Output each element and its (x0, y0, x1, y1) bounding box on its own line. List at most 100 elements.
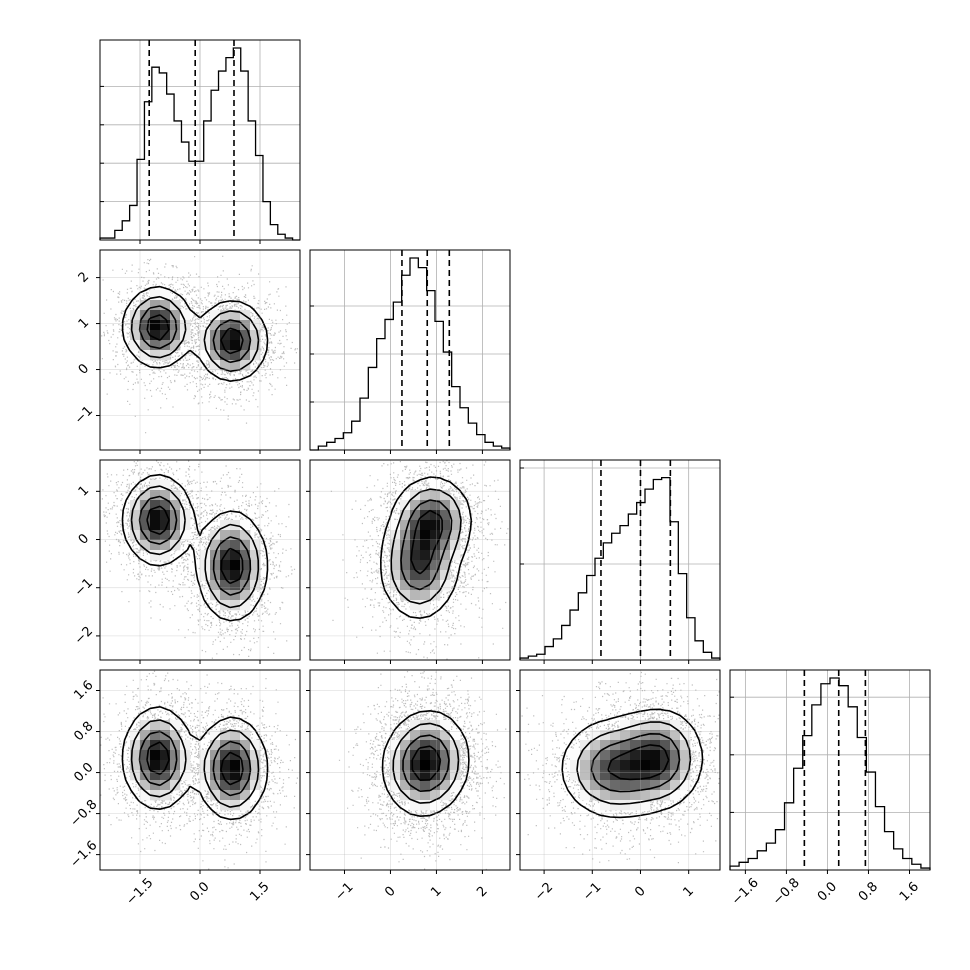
density-cell (200, 350, 211, 361)
density-cell (600, 740, 611, 751)
density-cell (680, 750, 691, 761)
contour-line (121, 285, 269, 382)
density-cell (630, 770, 641, 781)
density-cell (430, 780, 441, 791)
density-cell (440, 780, 451, 791)
density-cell (640, 790, 651, 801)
y-tick-label: 0 (76, 361, 92, 377)
density-cell (420, 590, 431, 601)
density-cell (160, 320, 171, 331)
density-cell (570, 750, 581, 761)
contour-line (121, 706, 269, 821)
density-cell (420, 510, 431, 521)
density-cell (230, 760, 241, 771)
x-tick-label: 1 (680, 884, 696, 900)
density-cell (250, 760, 261, 771)
density-cell (240, 770, 251, 781)
y-tick-label: 1 (76, 315, 92, 331)
density-cell (170, 780, 181, 791)
contour-line (130, 295, 260, 373)
density-cell (410, 730, 421, 741)
density-cell (580, 780, 591, 791)
density-cell (240, 540, 251, 551)
density-cell (140, 510, 151, 521)
histogram-step (310, 257, 511, 451)
density-cell (610, 790, 621, 801)
density-cell (590, 740, 601, 751)
contour-line (561, 708, 704, 819)
density-cell (400, 500, 411, 511)
density-cell (170, 340, 181, 351)
x-tick-label: −1 (580, 880, 604, 904)
density-cell (160, 740, 171, 751)
density-cell (400, 540, 411, 551)
histogram-step (99, 47, 300, 241)
contour-line (576, 721, 692, 805)
density-cell (240, 360, 251, 371)
density-cell (650, 760, 661, 771)
y-tick-label: 0.8 (71, 719, 96, 744)
density-cell (180, 770, 191, 781)
density-cell (430, 540, 441, 551)
density-cell (410, 580, 421, 591)
density-cell (420, 550, 431, 561)
density-cell (620, 730, 631, 741)
density-cell (610, 750, 621, 761)
density-cell (630, 730, 641, 741)
contour-line (146, 505, 244, 585)
density-layer (330, 460, 509, 660)
density-layer (100, 670, 298, 870)
density-cell (160, 530, 171, 541)
density-cell (610, 730, 621, 741)
panel-frame (99, 459, 301, 661)
density-cell (130, 740, 141, 751)
density-cell (660, 760, 671, 771)
density-cell (420, 770, 431, 781)
density-cell (240, 590, 251, 601)
y-tick-label: 2 (76, 269, 92, 285)
scatter-points (101, 460, 296, 660)
density-cell (230, 560, 241, 571)
density-cell (680, 760, 691, 771)
density-cell (150, 300, 161, 311)
density-cell (130, 750, 141, 761)
density-cell (250, 330, 261, 341)
density-cell (410, 790, 421, 801)
density-cell (250, 790, 261, 801)
density-cell (670, 780, 681, 791)
density-cell (130, 520, 141, 531)
density-cell (140, 340, 151, 351)
density-cell (580, 760, 591, 771)
density-cell (240, 530, 251, 541)
density-cell (600, 780, 611, 791)
density-cell (450, 520, 461, 531)
density-cell (600, 790, 611, 801)
density-cell (420, 760, 431, 771)
density-cell (170, 750, 181, 761)
density-layer (338, 671, 507, 870)
density-cell (170, 530, 181, 541)
density-cell (600, 770, 611, 781)
density-cell (400, 550, 411, 561)
density-cell (420, 580, 431, 591)
density-cell (180, 310, 191, 321)
density-cell (390, 760, 401, 771)
density-cell (140, 540, 151, 551)
density-cell (600, 800, 611, 811)
y-tick-label: −1.6 (68, 838, 101, 871)
density-cell (660, 740, 671, 751)
density-cell (430, 740, 441, 751)
density-cell (150, 720, 161, 731)
density-cell (420, 530, 431, 541)
contour-line (410, 509, 443, 575)
density-cell (140, 330, 151, 341)
density-cell (410, 560, 421, 571)
density-cell (660, 780, 671, 791)
density-cell (140, 760, 151, 771)
density-cell (440, 790, 451, 801)
pair-panel-2-0: −2 −1 0 1 (72, 459, 301, 664)
density-cell (160, 780, 171, 791)
density-cell (230, 350, 241, 361)
density-cell (210, 740, 221, 751)
density-cell (150, 770, 161, 781)
